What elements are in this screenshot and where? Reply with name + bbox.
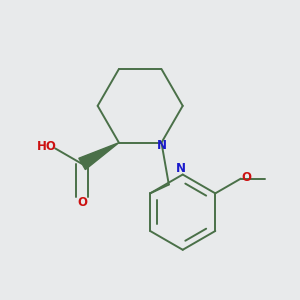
Text: HO: HO: [37, 140, 57, 153]
Text: N: N: [176, 162, 186, 175]
Text: O: O: [77, 196, 87, 209]
Text: N: N: [157, 139, 167, 152]
Text: O: O: [242, 172, 252, 184]
Polygon shape: [79, 143, 119, 169]
